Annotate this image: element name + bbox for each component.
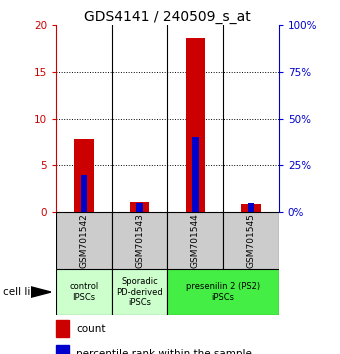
FancyBboxPatch shape	[56, 269, 112, 315]
Bar	[81, 175, 87, 212]
Bar	[74, 139, 94, 212]
Bar	[56, 345, 69, 354]
Text: percentile rank within the sample: percentile rank within the sample	[76, 349, 252, 354]
Text: control
IPSCs: control IPSCs	[69, 282, 99, 302]
Bar	[248, 203, 254, 212]
Text: GSM701543: GSM701543	[135, 213, 144, 268]
Bar	[192, 137, 199, 212]
Text: Sporadic
PD-derived
iPSCs: Sporadic PD-derived iPSCs	[116, 277, 163, 307]
FancyBboxPatch shape	[167, 212, 223, 269]
Text: GSM701544: GSM701544	[191, 213, 200, 268]
FancyBboxPatch shape	[112, 269, 167, 315]
Bar	[130, 202, 149, 212]
FancyBboxPatch shape	[167, 269, 279, 315]
Text: count: count	[76, 324, 106, 334]
Text: GSM701542: GSM701542	[80, 213, 88, 268]
Bar	[186, 38, 205, 212]
FancyBboxPatch shape	[223, 212, 279, 269]
Title: GDS4141 / 240509_s_at: GDS4141 / 240509_s_at	[84, 10, 251, 24]
Bar	[56, 320, 69, 337]
Text: presenilin 2 (PS2)
iPSCs: presenilin 2 (PS2) iPSCs	[186, 282, 260, 302]
FancyBboxPatch shape	[112, 212, 167, 269]
Polygon shape	[31, 287, 51, 297]
Text: GSM701545: GSM701545	[246, 213, 255, 268]
Bar	[136, 203, 143, 212]
Bar	[241, 204, 261, 212]
FancyBboxPatch shape	[56, 212, 112, 269]
Text: cell line: cell line	[3, 287, 44, 297]
